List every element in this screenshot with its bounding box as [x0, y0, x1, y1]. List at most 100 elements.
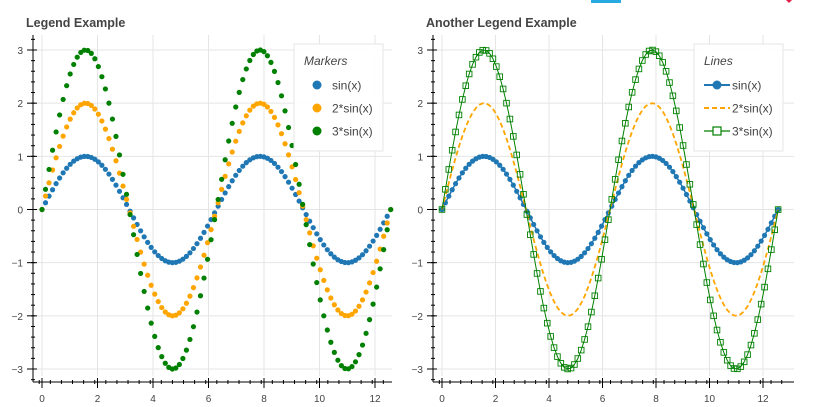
- data-point: [331, 349, 337, 355]
- data-point: [247, 107, 253, 113]
- data-point: [88, 102, 94, 109]
- data-point: [541, 239, 547, 245]
- y-tick-label: 2: [17, 99, 23, 110]
- data-point: [243, 160, 249, 166]
- data-point: [120, 183, 126, 189]
- data-point: [42, 200, 49, 206]
- legend-glyph: [712, 80, 722, 90]
- data-point: [577, 346, 585, 354]
- data-point: [645, 47, 653, 55]
- legend-title: Markers: [304, 54, 347, 68]
- data-point: [194, 241, 200, 247]
- data-point: [507, 176, 513, 182]
- data-point: [366, 317, 373, 323]
- data-point: [517, 195, 523, 201]
- data-point: [176, 361, 182, 368]
- data-point: [717, 339, 724, 346]
- data-point: [514, 188, 520, 194]
- data-point: [748, 252, 754, 258]
- data-point: [88, 50, 94, 56]
- data-point: [670, 168, 676, 175]
- data-point: [74, 105, 80, 111]
- data-point: [622, 120, 629, 127]
- data-point: [271, 114, 278, 120]
- data-point: [46, 180, 52, 186]
- data-point: [608, 196, 616, 203]
- data-point: [180, 355, 186, 362]
- data-point: [310, 225, 316, 231]
- data-point: [591, 292, 599, 300]
- data-point: [148, 320, 154, 326]
- data-point: [233, 104, 239, 110]
- data-point: [159, 354, 165, 360]
- chart-title: Another Legend Example: [426, 16, 577, 30]
- data-point: [324, 247, 330, 253]
- data-point: [765, 226, 771, 232]
- data-point: [109, 116, 116, 122]
- data-point: [106, 135, 112, 142]
- data-point: [145, 239, 151, 245]
- series-line: [441, 49, 779, 370]
- data-point: [734, 365, 741, 373]
- data-point: [711, 242, 717, 248]
- data-point: [275, 79, 281, 86]
- data-point: [271, 68, 278, 74]
- data-point: [226, 161, 232, 167]
- data-point: [99, 74, 105, 80]
- data-point: [690, 205, 696, 211]
- data-point: [755, 243, 761, 249]
- data-point: [95, 159, 101, 165]
- data-point: [774, 206, 782, 213]
- data-point: [628, 89, 636, 96]
- data-point: [102, 166, 109, 172]
- data-point: [366, 280, 373, 286]
- legend: Markers sin(x) 2*sin(x) 3*sin(x): [293, 43, 384, 152]
- data-point: [282, 141, 288, 147]
- data-point: [222, 190, 228, 196]
- data-point: [187, 293, 193, 299]
- data-point: [669, 92, 677, 100]
- data-point: [145, 272, 151, 278]
- series-3*sin(x): [39, 47, 394, 372]
- data-point: [626, 172, 632, 178]
- data-point: [130, 232, 137, 238]
- data-point: [374, 284, 380, 290]
- data-point: [95, 111, 101, 117]
- data-point: [516, 171, 524, 178]
- legend-glyph: [312, 80, 322, 90]
- data-point: [57, 143, 63, 150]
- data-point: [472, 53, 480, 61]
- data-point: [359, 297, 366, 303]
- data-point: [338, 363, 344, 369]
- data-point: [229, 149, 235, 155]
- data-point: [707, 237, 713, 243]
- data-point: [544, 244, 550, 250]
- data-point: [384, 213, 390, 219]
- data-point: [208, 237, 214, 243]
- data-point: [564, 365, 571, 373]
- data-point: [520, 191, 527, 198]
- data-point: [459, 96, 466, 103]
- data-point: [714, 247, 720, 253]
- data-point: [268, 108, 274, 115]
- data-point: [190, 285, 197, 291]
- data-point: [673, 174, 679, 180]
- data-point: [476, 49, 483, 56]
- data-point: [700, 225, 707, 231]
- data-point: [693, 221, 700, 228]
- data-point: [64, 124, 70, 130]
- data-point: [296, 190, 302, 196]
- data-point: [448, 146, 456, 154]
- data-point: [64, 83, 70, 89]
- data-point: [145, 305, 151, 311]
- data-point: [717, 251, 724, 257]
- data-point: [155, 298, 161, 305]
- data-point: [201, 252, 207, 258]
- data-point: [314, 279, 320, 286]
- data-point: [180, 256, 186, 262]
- data-point: [289, 142, 295, 149]
- data-point: [493, 159, 499, 165]
- data-point: [285, 179, 292, 185]
- data-point: [381, 233, 387, 239]
- data-point: [497, 162, 503, 168]
